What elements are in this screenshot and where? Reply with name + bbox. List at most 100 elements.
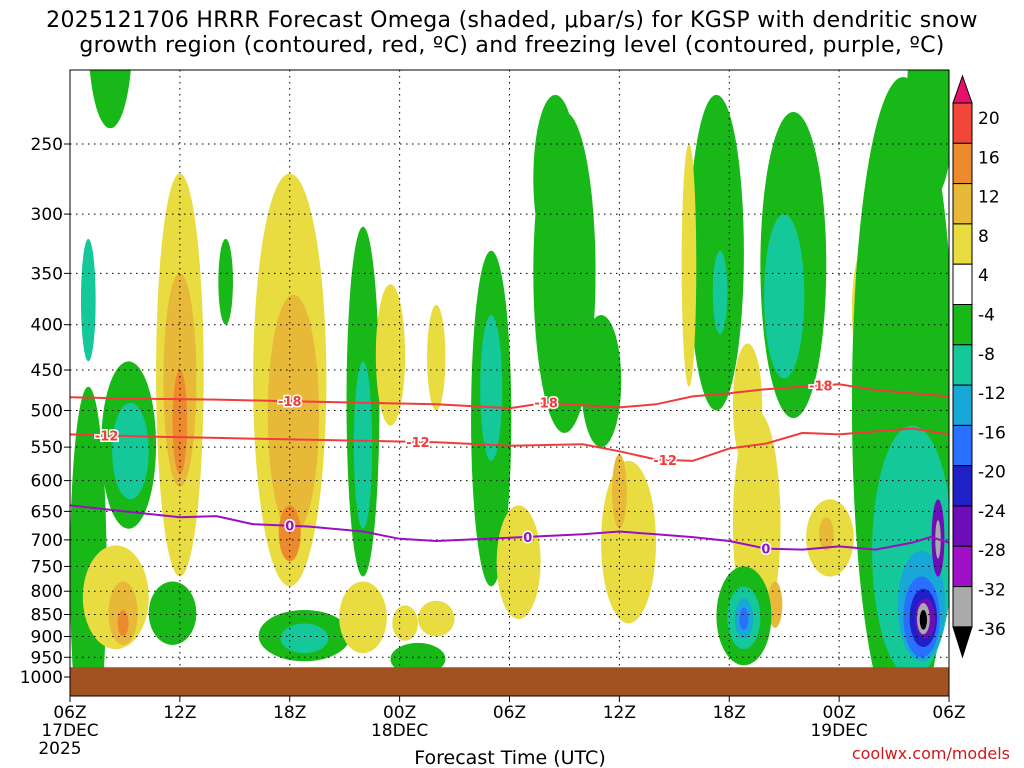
colorbar-segment-2 (952, 142, 973, 185)
contour-label-freezing-level-2: 0 (761, 543, 770, 558)
chart-title-line-2: growth region (contoured, red, ºC) and f… (79, 33, 945, 58)
colorbar-segment-10 (952, 465, 973, 507)
omega-region-55 (919, 609, 928, 630)
omega-region-28 (533, 94, 578, 263)
y-tick-label-450: 450 (31, 361, 63, 381)
omega-region-41 (767, 581, 783, 628)
y-tick-label-300: 300 (31, 205, 63, 225)
y-tick-label-500: 500 (31, 402, 63, 422)
y-tick-label-650: 650 (31, 502, 63, 522)
x-tick-label-2: 18Z (273, 703, 306, 723)
contour-label-dendritic-lower-0: -12 (95, 429, 119, 444)
colorbar-level-3: 8 (978, 227, 989, 247)
contour-label-dendritic-lower-2: -12 (653, 454, 677, 469)
ground-layer (70, 667, 949, 696)
colorbar-segment-1 (952, 102, 973, 144)
y-tick-label-700: 700 (31, 531, 63, 551)
x-tick-label-8: 06Z (932, 703, 965, 723)
x-tick-date-7: 19DEC (810, 721, 867, 741)
colorbar-level-0: 20 (978, 109, 1000, 129)
colorbar-segment-7 (952, 344, 973, 386)
y-tick-label-950: 950 (31, 648, 63, 668)
contour-label-freezing-level-0: 0 (285, 520, 294, 535)
omega-region-21 (427, 304, 446, 411)
colorbar-level-4: 4 (978, 266, 989, 286)
omega-region-59 (681, 144, 697, 387)
colorbar-level-6: -8 (978, 345, 995, 365)
colorbar-bottom-arrow (952, 626, 973, 659)
colorbar-level-12: -32 (978, 581, 1006, 601)
y-tick-label-250: 250 (31, 135, 63, 155)
omega-region-32 (417, 600, 455, 637)
omega-region-58 (906, 70, 949, 202)
omega-region-14 (267, 294, 320, 535)
x-tick-label-1: 12Z (163, 703, 196, 723)
contour-label-freezing-level-1: 0 (523, 531, 532, 546)
y-tick-label-350: 350 (31, 264, 63, 284)
x-tick-label-0: 06Z (53, 703, 86, 723)
ground-fill (70, 667, 949, 696)
omega-region-39 (818, 517, 834, 551)
omega-region-45 (739, 607, 749, 631)
omega-region-22 (339, 581, 387, 654)
colorbar-segment-12 (952, 545, 973, 588)
contour-label-dendritic-lower-1: -12 (406, 436, 430, 451)
omega-region-30 (601, 460, 656, 624)
colorbar-top-arrow (952, 74, 973, 104)
y-tick-label-550: 550 (31, 438, 63, 458)
omega-region-1 (80, 238, 96, 362)
colorbar-segment-9 (952, 424, 973, 467)
colorbar-level-11: -28 (978, 541, 1006, 561)
omega-region-20 (375, 284, 406, 426)
colorbar-segment-8 (952, 384, 973, 426)
colorbar-segment-4 (952, 223, 973, 265)
omega-region-3 (112, 402, 149, 500)
x-tick-year-0: 2025 (38, 739, 81, 759)
omega-region-7 (172, 369, 188, 475)
x-tick-label-7: 00Z (822, 703, 855, 723)
omega-region-10 (117, 609, 129, 637)
y-tick-label-750: 750 (31, 557, 63, 577)
omega-region-17 (280, 623, 329, 654)
x-tick-date-0: 17DEC (41, 721, 98, 741)
colorbar-segment-6 (952, 304, 973, 346)
y-tick-label-850: 850 (31, 606, 63, 626)
x-tick-label-5: 12Z (603, 703, 636, 723)
colorbar-level-1: 16 (978, 148, 1000, 168)
colorbar-level-8: -16 (978, 423, 1006, 443)
y-tick-label-800: 800 (31, 582, 63, 602)
temperature-contours: -18 -18 -18 -12 -12 -12 0 0 0 (70, 378, 949, 559)
colorbar-level-9: -20 (978, 463, 1006, 483)
omega-region-29 (496, 505, 541, 620)
colorbar: 20 16 12 8 4 -4 -8 -12 -16 -20 -24 -28 -32 -36 (952, 74, 1006, 659)
colorbar-level-5: -4 (978, 305, 995, 325)
contour-dendritic-upper (70, 383, 949, 410)
chart-title-line-1: 2025121706 HRRR Forecast Omega (shaded, … (46, 8, 978, 33)
omega-region-60 (392, 605, 418, 641)
colorbar-level-13: -36 (978, 620, 1006, 640)
y-axis-ticks: 2503003504004505005506006507007508008509… (20, 135, 70, 688)
y-tick-label-600: 600 (31, 472, 63, 492)
contour-dendritic-lower (70, 427, 949, 462)
omega-region-11 (148, 581, 197, 645)
omega-region-37 (764, 214, 805, 379)
x-tick-date-3: 18DEC (371, 721, 428, 741)
colorbar-segment-3 (952, 183, 973, 225)
colorbar-segment-5 (952, 263, 973, 306)
y-tick-label-400: 400 (31, 316, 63, 336)
x-tick-label-4: 06Z (493, 703, 526, 723)
contour-label-dendritic-upper-1: -18 (534, 397, 558, 412)
colorbar-level-10: -24 (978, 502, 1006, 522)
contour-label-dendritic-upper-2: -18 (809, 379, 833, 394)
omega-region-34 (712, 250, 728, 335)
x-axis-label: Forecast Time (UTC) (414, 747, 605, 768)
omega-region-27 (580, 314, 622, 448)
credit-link[interactable]: coolwx.com/models (851, 744, 1010, 763)
contour-label-dendritic-upper-0: -18 (278, 395, 302, 410)
omega-region-19 (353, 361, 373, 529)
y-tick-label-900: 900 (31, 627, 63, 647)
y-tick-label-1000: 1000 (20, 668, 63, 688)
contour-freezing-level (70, 504, 949, 551)
omega-region-33 (688, 94, 744, 411)
